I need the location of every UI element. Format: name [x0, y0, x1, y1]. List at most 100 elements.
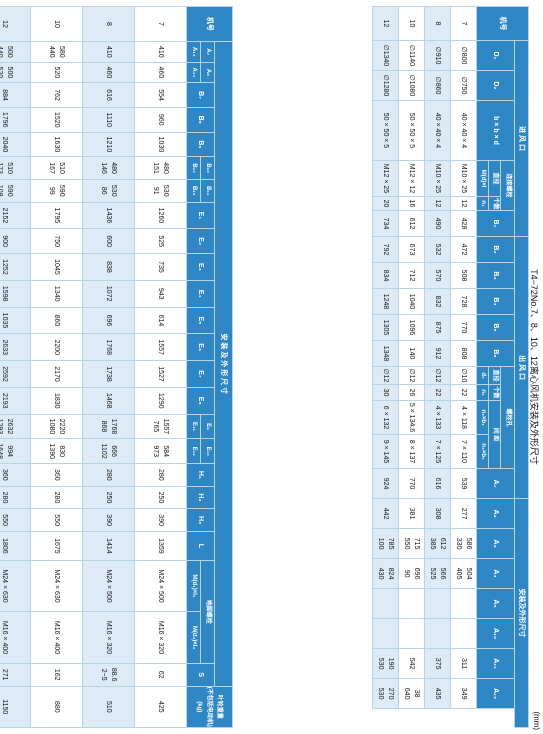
cell-e2: 600 [82, 228, 135, 254]
cell-h3: 390 [82, 508, 135, 532]
cell-a7: 410 [82, 41, 135, 63]
cell-a12: 270 530 [372, 678, 399, 709]
cell-a13: 440 [0, 45, 4, 58]
header-hole-d-2: d₂ [476, 366, 489, 385]
cell-e12: 973 [152, 445, 160, 458]
cell-d1: ∅1140 [398, 40, 425, 71]
cell-s-value: 88.6 [110, 667, 118, 682]
header-model: 机号 [476, 6, 529, 41]
header-spacing: 间 距 [488, 400, 501, 469]
cell-e1: 1436 [82, 202, 135, 229]
cell-d1: ∅1340 [372, 40, 399, 71]
cell-bolt: M12 × 12 [398, 160, 425, 197]
cell-a8: 500 520 [0, 62, 31, 83]
cell-b9: 1210 [82, 132, 135, 157]
cell-a3-bottom: 330 [455, 537, 463, 550]
cell-e9: 2632 1293 [0, 414, 31, 439]
cell-impeller-weight: 510 [82, 686, 135, 728]
dimension-table-upper: 机号 进 风 口 出 风 口 安装及外形尺寸 D₁ D₂ b × b × d 连… [372, 6, 529, 728]
cell-e5: 614 [134, 307, 187, 334]
header-e8: E₈ [186, 387, 215, 415]
table-row: 12 ∅1340 ∅1280 50 × 50 × 5 M12 × 25 20 7… [372, 6, 399, 728]
cell-a8: 460 [82, 62, 135, 83]
header-inlet-group: 进 风 口 [514, 40, 529, 237]
cell-d2: ∅1080 [398, 70, 425, 101]
cell-a4-bottom: 430 [377, 567, 385, 580]
cell-e12: 1648 [0, 443, 4, 459]
cell-b6: 808 [450, 340, 477, 367]
header-model: 机号 [186, 6, 233, 42]
cell-a4-bottom: 525 [429, 567, 437, 580]
cell-b2: 792 [372, 236, 399, 263]
header-e12: E₁₂ [186, 438, 201, 464]
cell-b6: 1348 [372, 340, 399, 367]
header-b4: B₄ [476, 288, 515, 315]
cell-s: 162 [30, 663, 83, 687]
header-a11: A₁₁ [476, 648, 515, 679]
cell-a3-top: 785 [387, 537, 395, 550]
header-a8: A₈ [200, 62, 215, 83]
header-a2: A₂ [476, 498, 515, 529]
cell-a2: 277 [450, 498, 477, 529]
cell-e1: 2152 [0, 202, 31, 229]
cell-hole-d: ∅12 [398, 366, 425, 385]
cell-a9 [450, 588, 477, 619]
cell-anchor-b: M16 × 320 [134, 611, 187, 664]
cell-a3: 785 100 [372, 528, 399, 559]
header-a13: A₁₃ [186, 41, 201, 63]
cell-e3: 838 [82, 253, 135, 281]
cell-l: 1806 [0, 531, 31, 561]
cell-e9: 2220 1080 [30, 414, 83, 439]
cell-model: 12 [372, 6, 399, 41]
cell-s: 62 [134, 663, 187, 687]
cell-hole-n: 22 [424, 384, 451, 401]
cell-a4: 566 525 [424, 558, 451, 589]
cell-e11: 1080 [48, 418, 56, 435]
cell-b3: 508 [450, 262, 477, 289]
cell-a2: 308 [424, 498, 451, 529]
cell-a2: 442 [372, 498, 399, 529]
cell-e11: 1293 [0, 418, 4, 435]
header-e7: E₇ [186, 360, 215, 388]
cell-b7: 616 [82, 82, 135, 108]
cell-b6: 140 [398, 340, 425, 367]
cell-b11: 530 91 [134, 179, 187, 203]
cell-b11-top: 530 [162, 184, 170, 197]
cell-a11: 542 [398, 648, 425, 679]
header-d1: D₁ [476, 40, 515, 71]
cell-s-span: 2~5 [100, 668, 108, 681]
header-nb2: n₃×b₂ [476, 434, 489, 469]
cell-e5: 1035 [0, 307, 31, 334]
header-bolt-size-2: M(d)×l [476, 160, 489, 197]
cell-s: 88.6 2~5 [82, 663, 135, 687]
header-h2: H₂ [186, 486, 215, 509]
cell-e8: 1290 [134, 387, 187, 415]
cell-b7: 554 [134, 82, 187, 108]
cell-anchor-a: M24 × 500 [82, 560, 135, 612]
cell-b10-top: 510 [6, 162, 14, 174]
cell-model: 10 [30, 6, 83, 42]
cell-e4: 943 [134, 280, 187, 308]
cell-b1: 490 [424, 210, 451, 237]
cell-n1: 12 [450, 196, 477, 211]
header-a3: A₃ [476, 528, 515, 559]
cell-model: 8 [424, 6, 451, 41]
header-e3: E₃ [186, 253, 215, 281]
header-bolt-count: 个数 [488, 196, 501, 211]
cell-h1: 280 [82, 463, 135, 487]
cell-a11-top: 190 [387, 657, 395, 670]
header-bolt-size: 直径 [488, 160, 501, 197]
cell-e6: 2200 [30, 333, 83, 361]
cell-b10: 510 167 [30, 156, 83, 180]
header-a4: A₄ [476, 558, 515, 589]
header-anchor-b: M(d₃)×l₃ [186, 611, 201, 664]
cell-b1: 428 [450, 210, 477, 237]
header-e11: E₁₁ [186, 414, 201, 439]
header-hole-n-2: n₂ [476, 384, 489, 401]
header-nb: n₃×b₁ [476, 400, 489, 435]
cell-hole-n: 22 [450, 384, 477, 401]
cell-bbd: 50 × 50 × 5 [372, 100, 399, 161]
cell-hole-n: 30 [372, 384, 399, 401]
header-e6: E₆ [186, 333, 215, 361]
